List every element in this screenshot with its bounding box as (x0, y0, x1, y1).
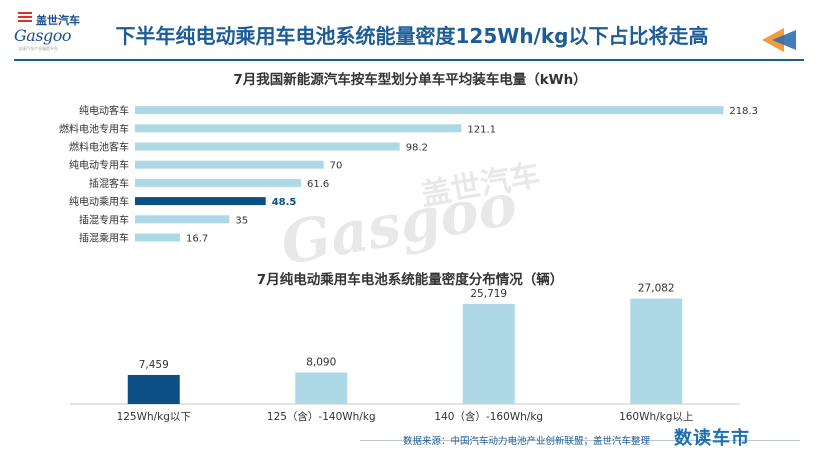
chart2-category-label: 160Wh/kg以上 (619, 411, 693, 423)
chart1-value-label: 70 (330, 161, 343, 172)
chart2-value-label: 7,459 (139, 359, 169, 371)
chart2-category-label: 140（含）-160Wh/kg (434, 410, 543, 423)
logo-cn-text: 盖世汽车 (36, 14, 80, 27)
chart1-category-label: 插混客车 (89, 177, 129, 190)
chart2-bar (295, 372, 348, 404)
chart1-value-label: 48.5 (272, 197, 297, 208)
chart2-bar (630, 298, 683, 404)
chart1-category-label: 插混乘用车 (79, 232, 129, 245)
chart1-category-label: 纯电动专用车 (69, 159, 129, 172)
header-divider (14, 59, 804, 61)
chart1-title: 7月我国新能源汽车按车型划分单车平均装车电量（kWh） (233, 72, 587, 88)
chart2-value-label: 25,719 (470, 288, 507, 300)
logo-tagline: 全球汽车产业服务平台 (18, 46, 58, 51)
chart1-value-label: 35 (235, 215, 248, 226)
chart1-value-label: 61.6 (307, 179, 329, 190)
page-title: 下半年纯电动乘用车电池系统能量密度125Wh/kg以下占比将走高 (115, 24, 709, 48)
chart1-bar (135, 197, 266, 206)
chart1-bar (135, 233, 181, 242)
chart1-bar (135, 106, 724, 115)
header: 盖世汽车 Gasgoo 全球汽车产业服务平台 下半年纯电动乘用车电池系统能量密度… (0, 0, 820, 62)
chart2-bar (462, 303, 515, 404)
logo-en-text: Gasgoo (14, 26, 72, 45)
chart1-bar (135, 178, 302, 187)
chart1-category-label: 纯电动客车 (79, 104, 129, 117)
chart1-category-label: 燃料电池专用车 (59, 122, 129, 135)
chart1-value-label: 218.3 (729, 106, 758, 117)
chart2-bar (127, 374, 180, 404)
chart2-category-label: 125Wh/kg以下 (117, 411, 191, 423)
footer-brand[interactable]: 数读车市 (674, 428, 750, 449)
chart1-value-label: 16.7 (186, 234, 208, 245)
chart1-category-label: 燃料电池客车 (69, 141, 129, 154)
chart2-value-label: 27,082 (638, 283, 675, 295)
footer-divider (360, 440, 800, 441)
chart2-value-label: 8,090 (306, 357, 336, 369)
gasgoo-logo[interactable]: 盖世汽车 Gasgoo 全球汽车产业服务平台 (14, 12, 84, 56)
chart1-bar (135, 160, 324, 169)
chart1-value-label: 121.1 (467, 124, 496, 135)
data-source-note: 数据来源：中国汽车动力电池产业创新联盟；盖世汽车整理 (402, 436, 650, 447)
back-arrow-icon[interactable] (762, 28, 798, 52)
chart1-category-label: 纯电动乘用车 (69, 195, 129, 208)
chart1-bar (135, 124, 462, 133)
logo-flag-icon (18, 12, 32, 22)
chart2-category-label: 125（含）-140Wh/kg (267, 410, 376, 423)
chart1-bar (135, 215, 230, 224)
chart1-category-label: 插混专用车 (79, 213, 129, 226)
chart1-bar (135, 142, 400, 151)
chart2-title: 7月纯电动乘用车电池系统能量密度分布情况（辆） (256, 272, 564, 288)
chart1-value-label: 98.2 (406, 143, 428, 154)
